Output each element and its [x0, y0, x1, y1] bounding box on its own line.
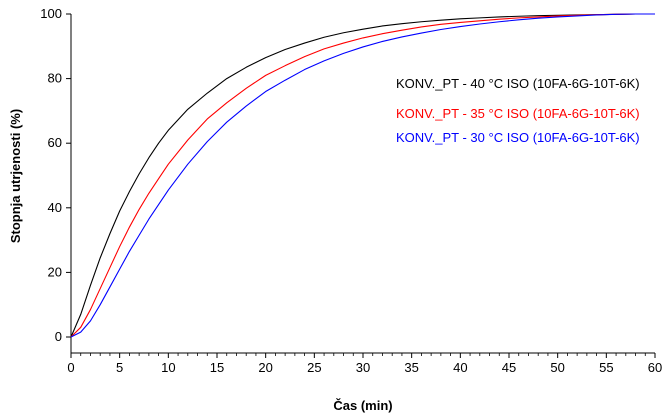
series-line-1: [70, 13, 655, 338]
x-tick-label: 55: [599, 360, 613, 375]
y-tick-label: 40: [48, 200, 62, 215]
legend-entry-1: KONV._PT - 40 °C ISO (10FA-6G-10T-6K): [396, 76, 640, 91]
x-tick-label: 5: [116, 360, 123, 375]
plot-area: 0 20 40 60 80 100 0 5 10 15 20 25 30 35 40 45 50 55 60: [40, 6, 662, 375]
y-tick-label: 20: [48, 264, 62, 279]
x-tick-label: 10: [161, 360, 175, 375]
series-line-2: [70, 13, 655, 338]
x-tick-label: 25: [307, 360, 321, 375]
x-tick-label: 40: [453, 360, 467, 375]
x-axis-label: Čas (min): [333, 398, 392, 413]
legend: KONV._PT - 40 °C ISO (10FA-6G-10T-6K) KON…: [396, 76, 640, 145]
legend-entry-2: KONV._PT - 35 °C ISO (10FA-6G-10T-6K): [396, 106, 640, 121]
y-tick-label: 100: [40, 6, 62, 21]
x-tick-label: 60: [648, 360, 662, 375]
x-tick-label: 45: [502, 360, 516, 375]
x-tick-label: 15: [210, 360, 224, 375]
y-tick-label: 80: [48, 71, 62, 86]
y-tick-label: 60: [48, 135, 62, 150]
y-tick-label: 0: [55, 329, 62, 344]
legend-entry-3: KONV._PT - 30 °C ISO (10FA-6G-10T-6K): [396, 130, 640, 145]
x-tick-label: 0: [67, 360, 74, 375]
x-tick-label: 20: [258, 360, 272, 375]
y-axis-label: Stopnja utrjenosti (%): [8, 109, 23, 243]
x-tick-label: 30: [356, 360, 370, 375]
x-tick-label: 50: [550, 360, 564, 375]
x-tick-label: 35: [404, 360, 418, 375]
series-line-3: [70, 13, 655, 338]
